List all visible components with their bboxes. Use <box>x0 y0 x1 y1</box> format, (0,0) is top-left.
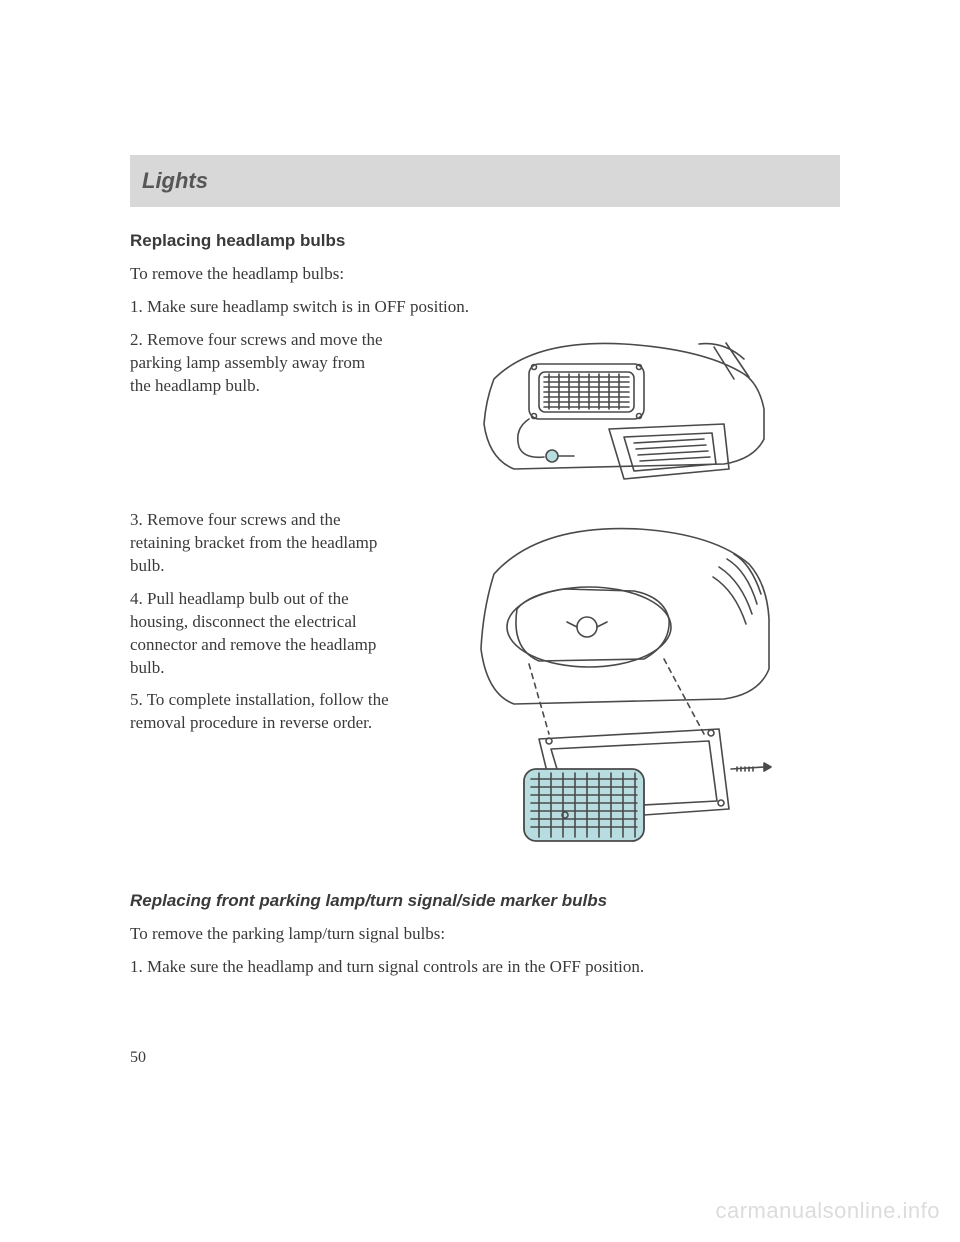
step-4: 4. Pull headlamp bulb out of the housing… <box>130 588 390 680</box>
heading-replacing-parking: Replacing front parking lamp/turn signal… <box>130 891 840 911</box>
illustration-2 <box>408 509 840 869</box>
page-number: 50 <box>130 1049 146 1067</box>
illustration-1 <box>408 329 840 499</box>
heading-replacing-headlamp: Replacing headlamp bulbs <box>130 231 840 251</box>
step-1: 1. Make sure headlamp switch is in OFF p… <box>130 296 840 319</box>
section-header: Lights <box>130 155 840 207</box>
parking-step-1: 1. Make sure the headlamp and turn signa… <box>130 956 840 979</box>
step-5: 5. To complete installation, follow the … <box>130 689 390 735</box>
step-2: 2. Remove four screws and move the parki… <box>130 329 390 398</box>
step-2-row: 2. Remove four screws and move the parki… <box>130 329 840 499</box>
watermark: carmanualsonline.info <box>715 1198 940 1224</box>
section-title: Lights <box>142 168 208 194</box>
intro-text-1: To remove the headlamp bulbs: <box>130 263 840 286</box>
step-3: 3. Remove four screws and the retaining … <box>130 509 390 578</box>
intro-text-2: To remove the parking lamp/turn signal b… <box>130 923 840 946</box>
step-3-5-row: 3. Remove four screws and the retaining … <box>130 509 840 869</box>
